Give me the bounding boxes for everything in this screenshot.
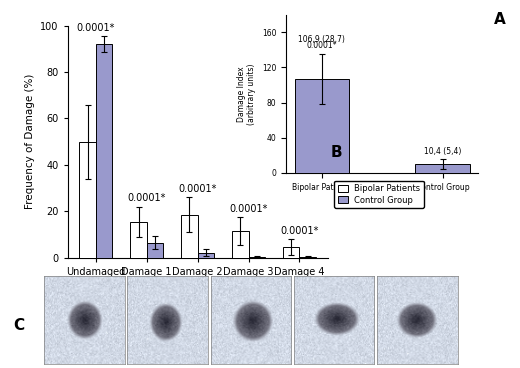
Text: 106,9 (28,7): 106,9 (28,7): [298, 35, 345, 44]
Bar: [80, 142, 96, 258]
Text: 0.0001*: 0.0001*: [229, 204, 268, 213]
Legend: Bipolar Patients, Control Group: Bipolar Patients, Control Group: [334, 181, 424, 208]
Text: 0.0001*: 0.0001*: [307, 41, 337, 50]
Text: 0.0001*: 0.0001*: [280, 226, 319, 236]
Text: C: C: [13, 318, 24, 333]
Text: 0.0001*: 0.0001*: [76, 23, 115, 33]
Text: 10,4 (5,4): 10,4 (5,4): [424, 146, 461, 156]
Text: B: B: [330, 145, 342, 160]
Y-axis label: Damage Index
(arbitrary units): Damage Index (arbitrary units): [237, 63, 256, 125]
Bar: [415, 164, 470, 173]
Bar: [232, 231, 249, 258]
Bar: [147, 243, 163, 258]
Bar: [131, 222, 147, 258]
Bar: [295, 79, 349, 173]
Text: 0.0001*: 0.0001*: [127, 193, 166, 203]
Y-axis label: Frequency of Damage (%): Frequency of Damage (%): [24, 74, 35, 209]
Bar: [96, 44, 112, 258]
Text: 0.0001*: 0.0001*: [178, 184, 217, 194]
Bar: [300, 256, 316, 258]
Bar: [249, 256, 265, 258]
Bar: [283, 247, 300, 258]
Bar: [181, 215, 198, 258]
Bar: [198, 253, 214, 258]
Text: A: A: [494, 11, 505, 26]
